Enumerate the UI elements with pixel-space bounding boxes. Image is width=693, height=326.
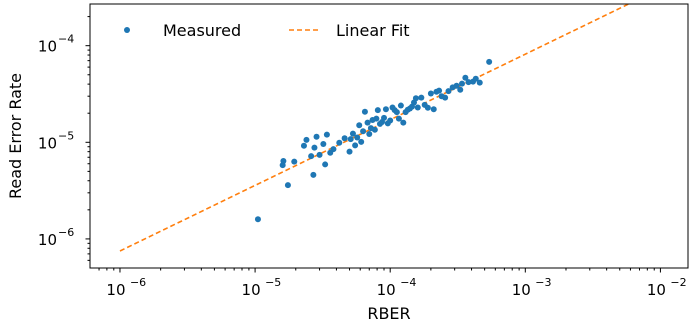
y-axis-label: Read Error Rate [6,73,25,199]
data-point [371,126,378,133]
legend-label-measured: Measured [163,21,241,40]
data-point [373,115,380,122]
data-point [465,79,472,86]
data-point [284,182,291,189]
data-point [358,138,365,145]
data-point [341,135,348,142]
data-point [364,119,371,126]
data-point [308,153,315,160]
data-point [397,102,404,109]
data-point [414,104,421,111]
y-tick-exponent: −6 [58,226,74,239]
data-point [381,114,388,121]
data-point [393,109,400,116]
data-point [427,90,434,97]
data-point [291,158,298,165]
data-point [349,130,356,137]
data-point [323,131,330,138]
data-point [382,106,389,113]
x-tick-exponent: −2 [670,276,686,289]
data-point [418,94,425,101]
data-point [311,144,318,151]
data-point [354,134,361,141]
x-tick-exponent: −6 [130,276,146,289]
data-point [445,88,452,95]
data-point [346,148,353,155]
data-point [430,106,437,113]
data-point [330,146,337,153]
x-tick-label: 10 [106,281,125,299]
data-point [442,94,449,101]
data-point [347,136,354,143]
data-point [336,139,343,146]
x-tick-label: 10 [377,281,396,299]
y-tick-label: 10 [38,231,57,249]
data-point [316,151,323,158]
data-point [322,161,329,168]
legend: Measured Linear Fit [124,21,410,40]
data-point [412,95,419,102]
data-point [280,158,287,165]
y-tick-label: 10 [38,134,57,152]
data-point [436,87,443,94]
data-point [254,216,261,223]
legend-label-linear-fit: Linear Fit [336,21,410,40]
data-point [374,107,381,114]
y-tick-exponent: −4 [58,33,74,46]
x-tick-label: 10 [647,281,666,299]
data-point [320,141,327,148]
plot-frame [89,3,689,269]
plot-area [119,4,631,252]
y-tick-exponent: −5 [58,129,74,142]
x-axis-label: RBER [367,304,410,323]
data-point [424,104,431,111]
x-tick-exponent: −3 [535,276,551,289]
data-point [366,130,373,137]
data-point [453,82,460,89]
data-point [356,122,363,129]
x-tick-exponent: −4 [400,276,416,289]
x-axis: 10 −6 10 −5 10 −4 10 −3 10 −2 [98,268,687,299]
data-point [457,86,464,93]
data-point [300,142,307,149]
x-tick-label: 10 [242,281,261,299]
data-point [352,142,359,149]
y-tick-label: 10 [38,38,57,56]
data-point [360,128,367,135]
data-point [462,74,469,81]
data-point [303,136,310,143]
legend-marker-measured [124,27,130,33]
x-tick-label: 10 [512,281,531,299]
x-tick-exponent: −5 [265,276,281,289]
data-point [400,119,407,126]
data-point [310,171,317,178]
data-point [395,115,402,122]
data-point [486,58,493,65]
data-point [472,75,479,82]
data-point [313,133,320,140]
data-point [361,108,368,115]
data-point [476,79,483,86]
data-point [459,80,466,87]
y-axis: 10−610−510−4 [38,16,90,261]
data-point [387,117,394,124]
